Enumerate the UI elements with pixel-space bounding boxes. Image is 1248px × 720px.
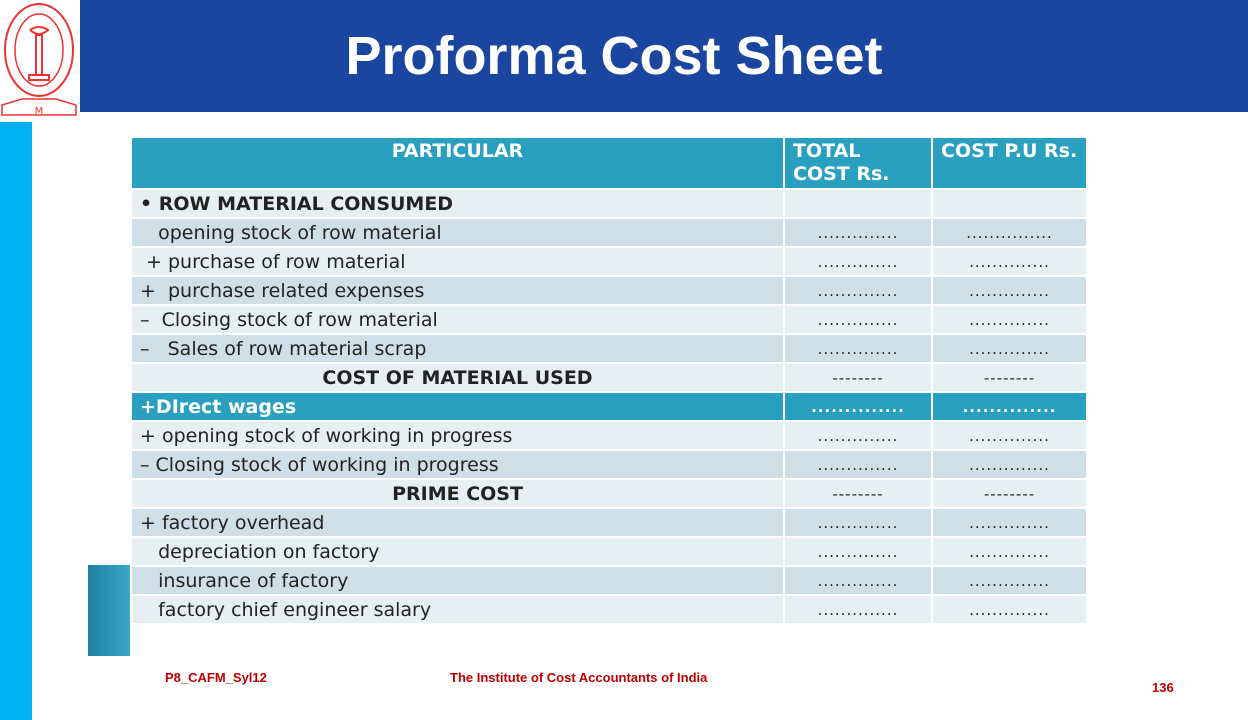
- cost-per-unit-cell: ..............: [931, 565, 1088, 596]
- row-label: – Closing stock of working in progress: [130, 449, 785, 480]
- title-banner: Proforma Cost Sheet: [80, 0, 1248, 112]
- table-row: insurance of factory....................…: [130, 565, 1088, 596]
- total-cost-cell: ..............: [783, 507, 933, 538]
- total-cost-cell: ..............: [783, 217, 933, 248]
- table-row: + purchase of row material..............…: [130, 246, 1088, 277]
- cost-per-unit-cell: [931, 188, 1088, 219]
- table-row: – Sales of row material scrap...........…: [130, 333, 1088, 364]
- cost-per-unit-cell: ..............: [931, 594, 1088, 625]
- cost-per-unit-cell: ..............: [931, 420, 1088, 451]
- row-label: factory chief engineer salary: [130, 594, 785, 625]
- cost-per-unit-cell: ..............: [931, 333, 1088, 364]
- table-header: PARTICULAR TOTAL COST Rs. COST P.U Rs.: [130, 136, 1088, 190]
- col-cost-per-unit: COST P.U Rs.: [931, 136, 1088, 190]
- table-row: COST OF MATERIAL USED -------- --------: [130, 362, 1088, 393]
- page-title: Proforma Cost Sheet: [345, 26, 883, 86]
- table-row: + factory overhead......................…: [130, 507, 1088, 538]
- row-label: depreciation on factory: [130, 536, 785, 567]
- row-label: + opening stock of working in progress: [130, 420, 785, 451]
- row-label: COST OF MATERIAL USED: [130, 362, 785, 393]
- total-cost-cell: ..............: [783, 391, 933, 422]
- total-cost-cell: ..............: [783, 420, 933, 451]
- cost-per-unit-cell: ..............: [931, 507, 1088, 538]
- table-row: PRIME COST -------- --------: [130, 478, 1088, 509]
- cost-per-unit-cell: ..............: [931, 304, 1088, 335]
- cost-per-unit-cell: --------: [931, 478, 1088, 509]
- row-label: opening stock of row material: [130, 217, 785, 248]
- total-cost-cell: ..............: [783, 333, 933, 364]
- page-number: 136: [1152, 680, 1174, 695]
- cost-per-unit-cell: ...............: [931, 217, 1088, 248]
- cost-per-unit-cell: ..............: [931, 391, 1088, 422]
- total-cost-cell: ..............: [783, 275, 933, 306]
- row-label: PRIME COST: [130, 478, 785, 509]
- total-cost-cell: ..............: [783, 536, 933, 567]
- total-cost-cell: ..............: [783, 246, 933, 277]
- cost-per-unit-cell: ..............: [931, 449, 1088, 480]
- footer-code: P8_CAFM_Syl12: [165, 670, 267, 685]
- cost-per-unit-cell: ..............: [931, 536, 1088, 567]
- col-total-cost: TOTAL COST Rs.: [783, 136, 933, 190]
- svg-text:M: M: [35, 106, 44, 117]
- table-row: depreciation on factory.................…: [130, 536, 1088, 567]
- table-row: • ROW MATERIAL CONSUMED: [130, 188, 1088, 219]
- total-cost-cell: ..............: [783, 594, 933, 625]
- total-cost-cell: ..............: [783, 304, 933, 335]
- cost-per-unit-cell: ..............: [931, 275, 1088, 306]
- total-cost-cell: ..............: [783, 565, 933, 596]
- table-row: – Closing stock of working in progress..…: [130, 449, 1088, 480]
- row-label: +DIrect wages: [130, 391, 785, 422]
- row-label: + factory overhead: [130, 507, 785, 538]
- institute-logo: M: [0, 0, 78, 120]
- table-row: factory chief engineer salary...........…: [130, 594, 1088, 625]
- row-label: + purchase of row material: [130, 246, 785, 277]
- total-cost-cell: --------: [783, 478, 933, 509]
- decorative-shape: [88, 565, 130, 656]
- table-row: – Closing stock of row material.........…: [130, 304, 1088, 335]
- table-row: + purchase related expenses.............…: [130, 275, 1088, 306]
- col-particular: PARTICULAR: [130, 136, 785, 190]
- table-row: opening stock of row material...........…: [130, 217, 1088, 248]
- total-cost-cell: --------: [783, 362, 933, 393]
- footer-institute: The Institute of Cost Accountants of Ind…: [450, 670, 708, 685]
- row-label: + purchase related expenses: [130, 275, 785, 306]
- total-cost-cell: ..............: [783, 449, 933, 480]
- row-label: – Closing stock of row material: [130, 304, 785, 335]
- total-cost-cell: [783, 188, 933, 219]
- table-row: +DIrect wages...........................…: [130, 391, 1088, 422]
- side-accent-bar: [0, 122, 32, 720]
- row-label: • ROW MATERIAL CONSUMED: [130, 188, 785, 219]
- cost-per-unit-cell: ..............: [931, 246, 1088, 277]
- table-row: + opening stock of working in progress..…: [130, 420, 1088, 451]
- cost-sheet-table: PARTICULAR TOTAL COST Rs. COST P.U Rs. •…: [130, 136, 1088, 625]
- row-label: – Sales of row material scrap: [130, 333, 785, 364]
- row-label: insurance of factory: [130, 565, 785, 596]
- cost-per-unit-cell: --------: [931, 362, 1088, 393]
